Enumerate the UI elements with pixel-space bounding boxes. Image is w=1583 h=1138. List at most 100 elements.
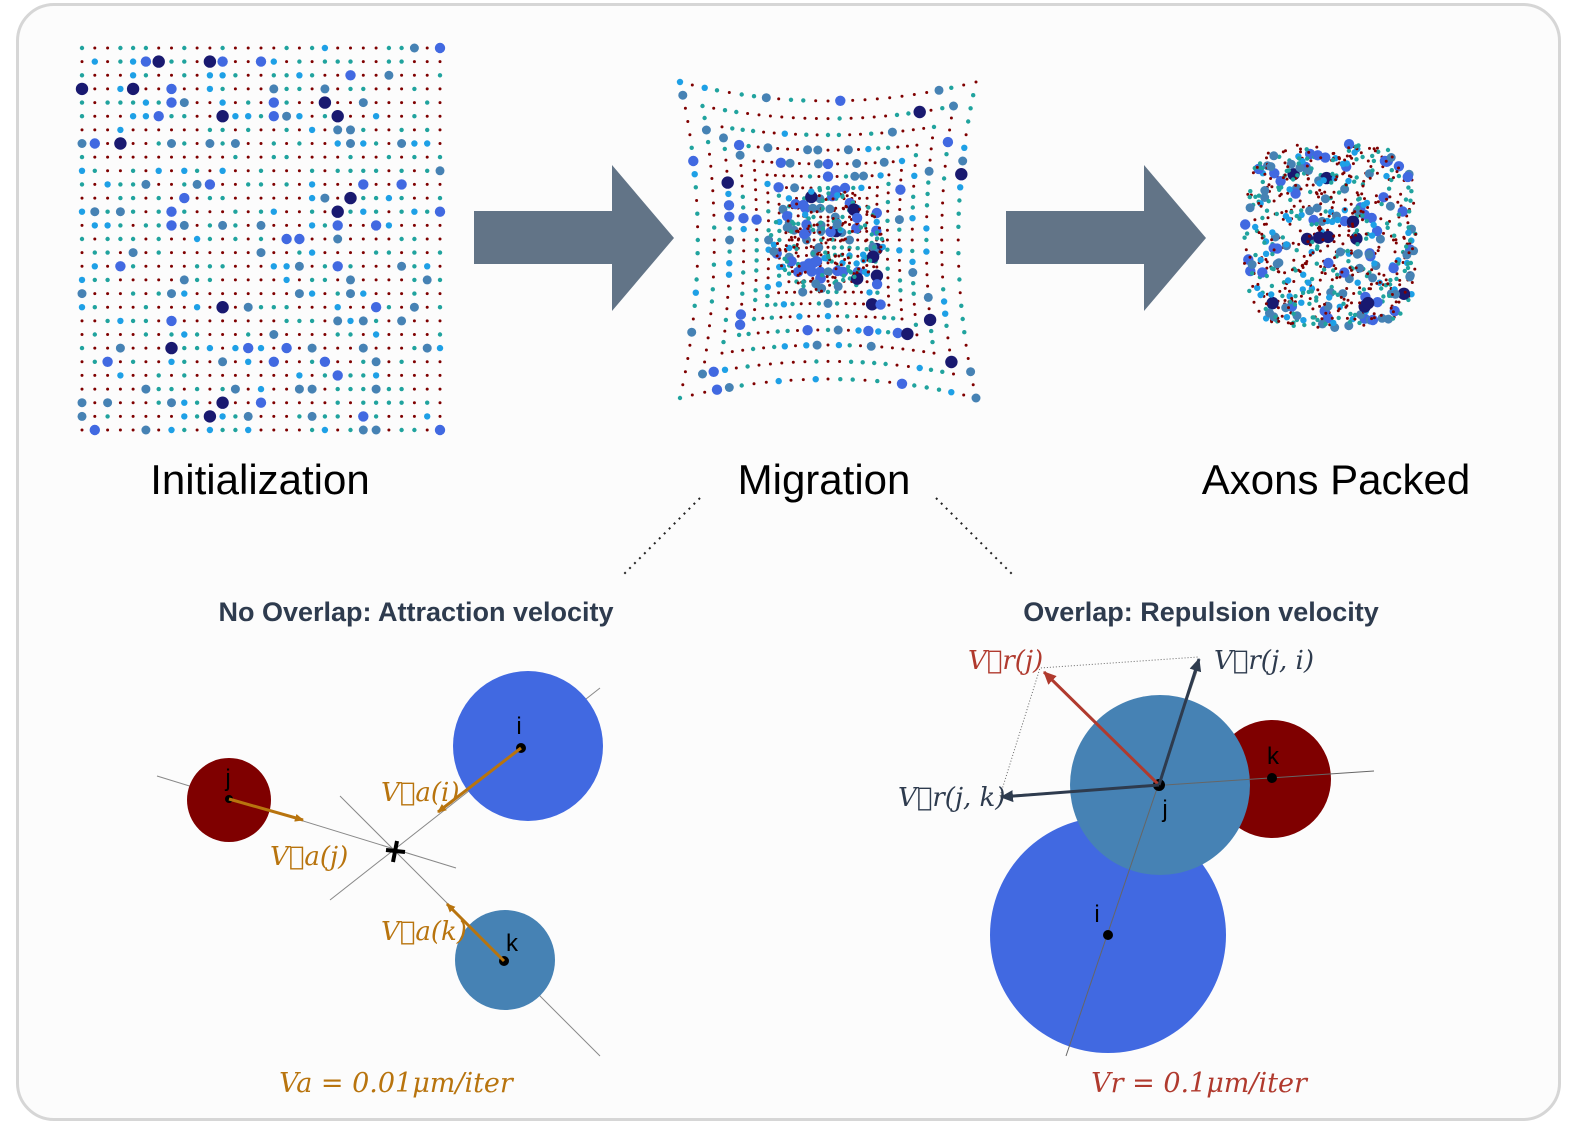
axon-dot [839,245,845,250]
axon-dot [764,380,768,384]
axon-dot [80,223,84,227]
axon-dot [842,207,846,211]
axon-dot [91,58,99,65]
axon-dot [425,333,429,336]
axon-dot [922,350,926,354]
axon-dot [1367,287,1371,291]
axon-dot [901,327,914,341]
axon-dot [1337,233,1341,237]
axon-dot [1350,268,1353,272]
axon-dot [141,425,151,435]
axon-dot [144,264,148,268]
axon-dot [258,114,264,119]
axon-dot [961,144,968,151]
axon-dot [308,194,316,202]
axon-dot [874,230,880,235]
axon-dot [258,305,264,310]
axon-dot [1292,258,1296,262]
axon-dot [91,263,99,270]
axon-dot [844,302,848,306]
axon-dot [259,128,263,132]
axon-dot [898,288,903,293]
axon-dot [887,173,891,177]
axon-dot [1281,303,1291,313]
axon-dot [219,167,226,174]
axon-dot [791,360,795,364]
axon-dot [400,73,404,77]
axon-dot [106,169,110,173]
axon-dot [722,108,728,113]
axon-dot [1291,241,1295,245]
axon-dot [767,257,770,261]
axon-dot [374,237,378,241]
axon-dot [221,333,225,336]
axon-dot [1346,298,1350,302]
axon-dot [1364,236,1369,241]
axon-dot [801,378,805,382]
axon-dot [233,401,237,405]
axon-dot [824,312,832,320]
axon-dot [782,267,788,273]
axon-dot [752,382,756,386]
axon-dot [309,45,315,51]
axon-dot [944,323,949,328]
axon-dot [118,414,122,418]
axon-dot [308,126,316,134]
axon-dot [1286,191,1290,195]
axon-dot [1367,314,1379,326]
axon-dot [349,46,352,50]
axon-dot [1297,216,1302,221]
axon-dot [838,377,843,382]
axon-dot [259,360,263,364]
axon-dot [910,248,915,254]
axon-dot [940,106,945,111]
axon-dot [412,128,416,132]
axon-dot [847,276,853,281]
axon-dot [166,315,177,327]
axon-dot [246,169,250,173]
axon-dot [1320,317,1324,321]
axon-dot [1382,231,1385,235]
axon-dot [272,128,276,132]
axon-dot [1278,289,1282,293]
axon-dot [285,373,289,377]
axon-dot [1394,259,1398,263]
axon-dot [216,301,229,314]
axon-dot [360,208,367,215]
axon-dot [712,250,716,254]
axon-dot [696,225,700,229]
axon-dot [118,236,123,242]
axon-dot [1350,156,1354,160]
axon-dot [400,305,404,309]
axon-dot [208,114,212,118]
axon-dot [194,332,200,337]
axon-dot [93,128,97,132]
axon-dot [387,114,391,118]
axon-dot [710,287,715,292]
axon-dot [766,228,771,233]
axon-dot [1329,180,1334,185]
axon-dot [780,115,784,119]
axon-dot [756,331,760,335]
axon-dot [374,101,378,105]
stage-label-migration: Migration [738,456,911,503]
axon-dot [826,219,830,223]
axon-dot [438,292,442,296]
axon-dot [1388,262,1399,274]
axon-dot [425,251,429,255]
axon-dot [1295,173,1300,178]
axon-dot [1319,265,1323,268]
axon-dot [194,264,200,269]
axon-dot [1384,278,1388,282]
axon-dot [805,254,808,257]
axon-dot [1272,248,1276,252]
axon-dot [1369,282,1373,286]
axon-dot [334,140,341,147]
axon-dot [826,238,830,242]
axon-dot [361,168,366,173]
axon-dot [1298,299,1305,306]
axon-dot [374,46,378,50]
axon-dot [850,229,854,233]
axon-dot [1352,179,1357,184]
axon-dot [1353,249,1363,259]
